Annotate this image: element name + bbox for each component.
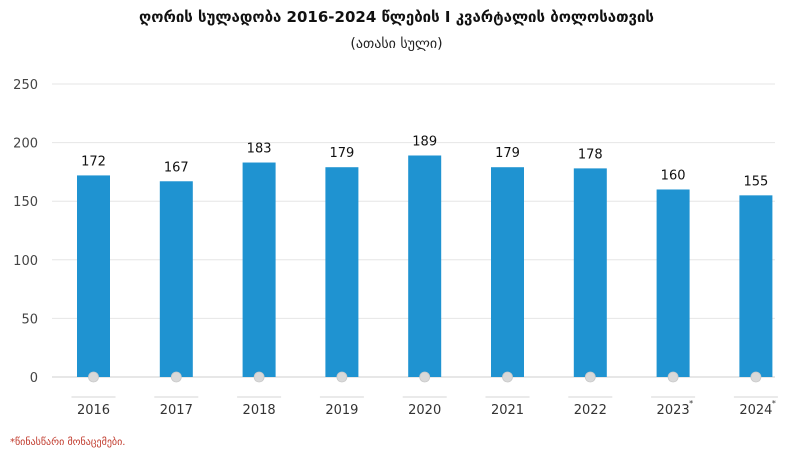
bar	[408, 155, 442, 377]
bar	[77, 175, 110, 377]
data-label: 178	[578, 147, 603, 162]
y-tick-label: 150	[13, 195, 38, 210]
data-label: 167	[164, 160, 189, 175]
bar	[325, 167, 359, 377]
x-tick-label: 2018	[243, 403, 276, 418]
axis-marker	[419, 371, 431, 383]
axis-marker	[253, 371, 265, 383]
x-tick-label: 2019	[325, 403, 358, 418]
y-tick-label: 100	[13, 254, 38, 269]
chart-subtitle: (ათასი სული)	[350, 36, 443, 52]
axis-marker	[502, 371, 513, 383]
x-tick-label: 2023	[657, 403, 690, 418]
data-label: 160	[661, 168, 686, 183]
data-label: 172	[81, 154, 106, 169]
axis-marker	[750, 371, 762, 383]
y-tick-label: 250	[13, 78, 38, 93]
x-tick-label: 2022	[574, 403, 607, 418]
bar	[573, 168, 607, 377]
x-tick-label: 2020	[408, 403, 441, 418]
footnote: *წინასწარი მონაცემები.	[10, 437, 126, 448]
bar	[242, 162, 276, 377]
y-tick-label: 50	[21, 312, 38, 327]
data-label: 189	[412, 134, 437, 149]
x-tick-label: 2024	[739, 403, 772, 418]
x-tick-label: 2016	[77, 403, 110, 418]
axis-marker	[170, 371, 182, 383]
data-label: 179	[329, 146, 354, 161]
axis-marker	[336, 371, 348, 383]
axis-marker	[667, 371, 679, 383]
bar	[739, 195, 773, 377]
y-tick-label: 0	[30, 371, 38, 386]
x-tick-footnote-mark: *	[772, 399, 776, 408]
bar	[159, 181, 193, 377]
axis-marker	[584, 371, 596, 383]
y-tick-label: 200	[13, 137, 38, 152]
x-tick-label: 2017	[160, 403, 193, 418]
data-label: 179	[495, 146, 520, 161]
bar	[491, 167, 524, 377]
bar	[656, 189, 690, 377]
x-tick-footnote-mark: *	[689, 399, 693, 408]
axis-marker	[88, 371, 99, 383]
x-tick-label: 2021	[491, 403, 524, 418]
chart-title: ღორის სულადობა 2016-2024 წლების I კვარტა…	[139, 8, 654, 26]
data-label: 183	[247, 142, 272, 157]
data-label: 155	[743, 174, 768, 189]
